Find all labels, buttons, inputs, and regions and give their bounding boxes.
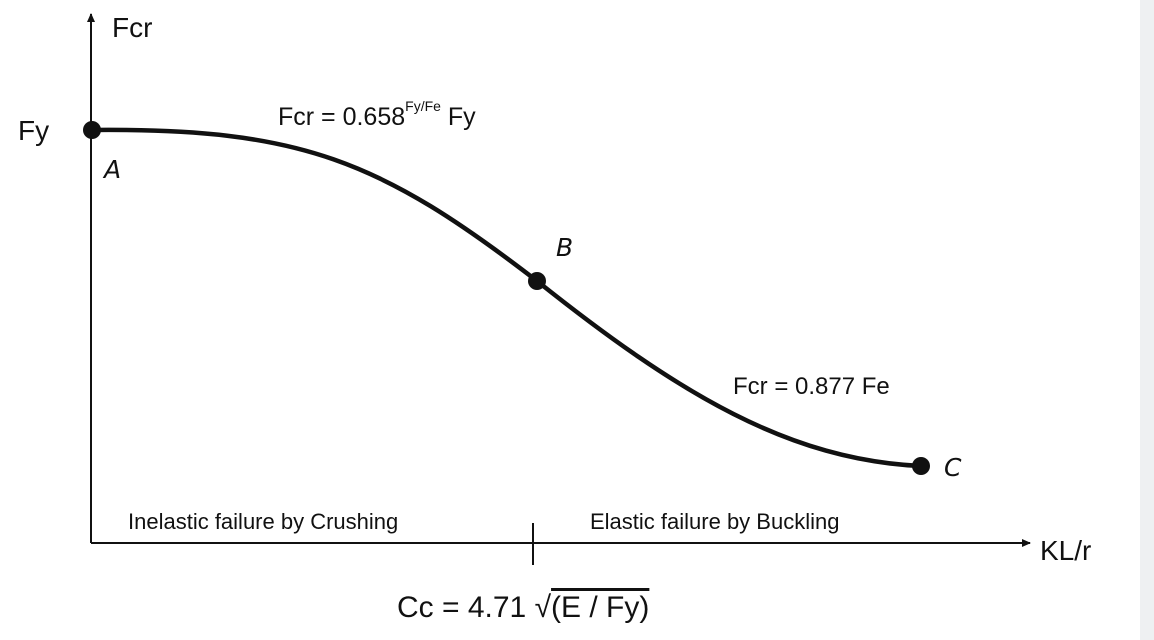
column-strength-curve [89, 127, 924, 469]
inelastic-formula-suffix: Fy [441, 103, 476, 131]
inelastic-formula-exponent: Fy/Fe [405, 98, 441, 114]
inelastic-formula-base: Fcr = 0.658 [278, 103, 405, 131]
cc-formula: Cc = 4.71 √(E / Fy) [397, 591, 649, 624]
inelastic-region-label: Inelastic failure by Crushing [128, 509, 398, 534]
y-tick-label-fy: Fy [18, 115, 49, 146]
x-axis-label: KL/r [1040, 535, 1091, 566]
cc-formula-radicand: (E / Fy) [551, 591, 649, 624]
elastic-region-label: Elastic failure by Buckling [590, 509, 839, 534]
point-a-marker [83, 121, 101, 139]
point-c-marker [912, 457, 930, 475]
point-a-label: A [102, 155, 121, 184]
point-b-label: B [556, 233, 573, 262]
cc-formula-prefix: Cc = 4.71 [397, 591, 535, 624]
elastic-formula: Fcr = 0.877 Fe [733, 373, 890, 400]
cc-formula-radical: √ [535, 591, 552, 624]
inelastic-formula: Fcr = 0.658Fy/Fe Fy [278, 98, 476, 131]
y-axis-label: Fcr [112, 12, 152, 43]
point-c-label: C [944, 453, 962, 482]
point-b-marker [528, 272, 546, 290]
page-edge-strip [1140, 0, 1154, 640]
